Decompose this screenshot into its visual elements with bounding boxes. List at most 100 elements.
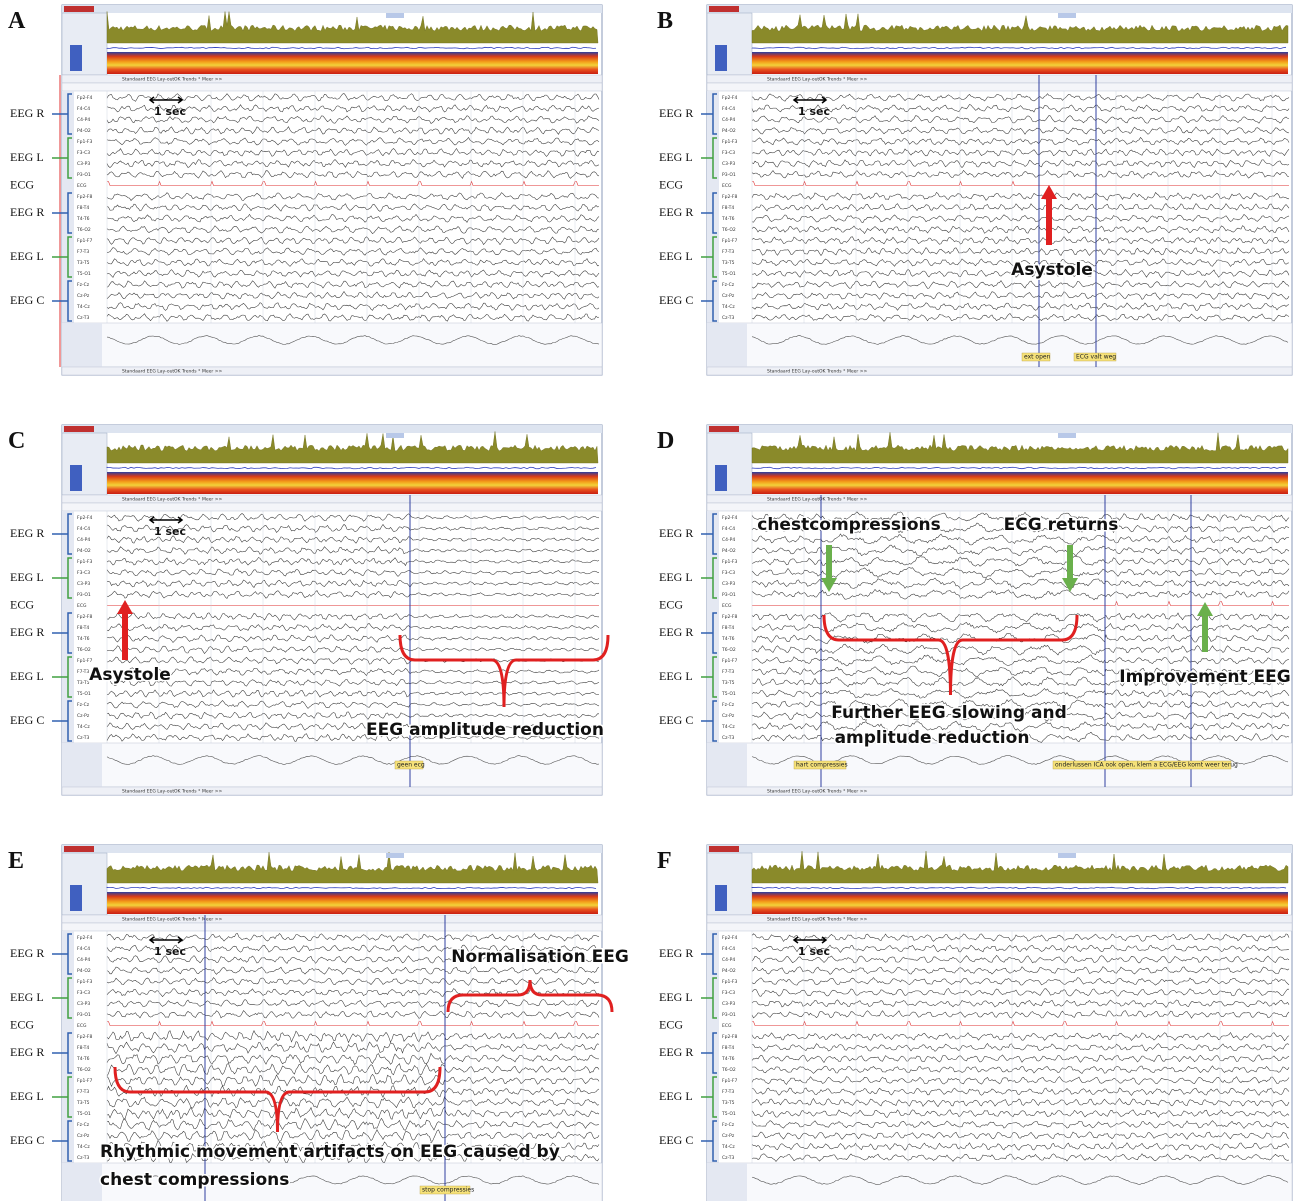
group-label: EEG R	[659, 106, 693, 120]
toolbar-tab: Standaard EEG Lay-out	[767, 77, 819, 83]
bottom-panel	[706, 1162, 1293, 1201]
group-label: EEG C	[659, 293, 693, 307]
channel-name: T6-O2	[76, 227, 91, 233]
eeg-trace	[106, 1117, 600, 1131]
status-tab: OK Trends *	[819, 369, 846, 375]
eeg-trace	[751, 1153, 1290, 1162]
event-tag	[394, 760, 424, 770]
eeg-trace	[106, 568, 600, 577]
group-label: EEG R	[10, 205, 44, 219]
toolbar-2	[61, 502, 603, 512]
group-bracket	[701, 700, 717, 742]
eeg-trace	[751, 522, 1290, 534]
group-bracket	[701, 192, 717, 234]
bottom-trace	[751, 335, 1289, 345]
eeg-trace	[751, 1087, 1290, 1096]
eeg-trace	[751, 1109, 1290, 1118]
amplitude-trend	[106, 852, 599, 884]
status-bar	[706, 786, 1293, 796]
channel-name: T5-O1	[721, 271, 736, 277]
eeg-trace	[751, 93, 1290, 102]
toolbar-tab: OK Trends *	[174, 77, 201, 83]
group-bracket	[52, 1120, 72, 1162]
group-label: EEG R	[10, 526, 44, 540]
trend-sidebar	[61, 432, 108, 496]
channel-name: P4-O2	[722, 548, 736, 554]
eeg-trace	[751, 225, 1290, 234]
eeg-trace	[751, 698, 1290, 711]
channel-name: T3-T5	[721, 680, 735, 686]
group-label: EEG L	[10, 669, 44, 683]
event-tag-label: hart compressies	[796, 762, 848, 769]
channel-name: Cz-Pz	[722, 1133, 735, 1139]
channel-name: F3-C3	[77, 150, 90, 156]
channel-name: T4-Cz	[76, 304, 90, 310]
eeg-trace	[106, 1041, 600, 1055]
bottom-sidebar	[707, 743, 747, 787]
channel-name: Cz-T3	[722, 315, 734, 321]
eeg-trace	[106, 1073, 600, 1088]
app-icons	[709, 846, 739, 852]
group-label: EEG L	[659, 669, 693, 683]
eeg-trace	[106, 1052, 599, 1065]
scale-label: 1 sec	[154, 105, 186, 118]
channel-name: Cz-T3	[77, 315, 89, 321]
channel-name: F3-C3	[722, 990, 735, 996]
brace	[113, 1066, 442, 1133]
channel-name: T4-Cz	[721, 1144, 735, 1150]
eeg-trace	[106, 247, 600, 256]
channel-name: F3-C3	[77, 990, 90, 996]
eeg-trace	[751, 269, 1290, 279]
channel-name: T3-T5	[721, 260, 735, 266]
group-bracket	[701, 236, 717, 278]
group-bracket	[701, 1076, 717, 1118]
eeg-trace	[751, 191, 1290, 201]
status-tab: Meer >>	[847, 789, 867, 795]
eeg-trace	[751, 643, 1290, 656]
eeg-trace	[106, 634, 600, 643]
eeg-trace	[751, 291, 1290, 300]
group-bracket	[701, 513, 717, 555]
title-bar	[707, 845, 1292, 853]
channel-name: T4-Cz	[721, 304, 735, 310]
eeg-trace	[106, 733, 600, 742]
bottom-panel	[61, 322, 603, 368]
app-icons	[64, 846, 94, 852]
eeg-trace	[751, 654, 1290, 667]
channel-name: Fp2-F4	[722, 935, 738, 941]
channel-name: T4-T6	[76, 216, 90, 222]
group-label: EEG L	[659, 990, 693, 1004]
group-label: ECG	[10, 1017, 34, 1031]
panel-letter: D	[657, 428, 674, 454]
channel-name: C4-P4	[722, 117, 735, 123]
channel-name: F8-T4	[77, 1045, 89, 1051]
panel-letter: A	[8, 8, 26, 34]
channel-name: Fp2-F4	[77, 515, 93, 521]
spectrogram	[107, 892, 598, 914]
channel-name: P4-O2	[722, 968, 736, 974]
toolbar-tab: Standaard EEG Lay-out	[122, 917, 174, 923]
status-tab: OK Trends *	[819, 789, 846, 795]
channel-name: Fp2-F8	[77, 1034, 93, 1040]
group-label: ECG	[659, 1017, 683, 1031]
channel-name: F8-T4	[722, 205, 734, 211]
toolbar-tab: OK Trends *	[819, 497, 846, 503]
group-label: EEG R	[10, 946, 44, 960]
toolbar-2	[706, 502, 1293, 512]
ecg-trace	[752, 600, 1289, 606]
toolbar-tab: Standaard EEG Lay-out	[767, 497, 819, 503]
panel: F Standaard EEG Lay-out OK Trends * Meer >>…	[657, 844, 1293, 1201]
eeg-trace	[106, 192, 600, 201]
toolbar-2	[706, 922, 1293, 932]
channel-name: P4-O2	[77, 548, 91, 554]
eeg-trace	[751, 533, 1289, 546]
eeg-trace	[106, 302, 600, 311]
eeg-trace	[106, 966, 600, 975]
group-label: EEG L	[10, 249, 44, 263]
arrow	[1041, 185, 1057, 245]
eeg-trace	[106, 115, 600, 124]
eeg-trace	[751, 954, 1290, 964]
app-icons	[709, 426, 739, 432]
